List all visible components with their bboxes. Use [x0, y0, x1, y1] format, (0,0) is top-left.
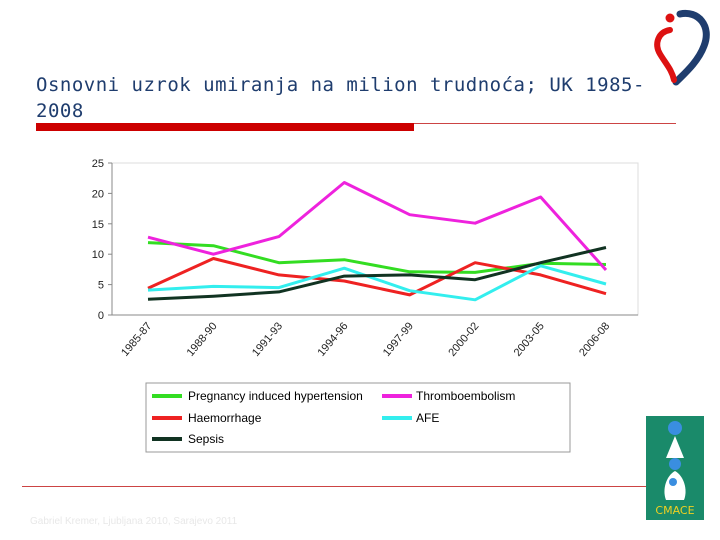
svg-text:CMACE: CMACE	[655, 504, 694, 517]
x-tick-label: 2006-08	[577, 320, 612, 359]
legend-label-series-3: AFE	[416, 411, 439, 425]
plot-area	[111, 162, 639, 316]
y-axis-ticks: 0 5 10 15 20 25	[92, 158, 112, 322]
slide-title: Osnovni uzrok umiranja na milion trudnoć…	[36, 74, 645, 122]
x-tick-label: 1991-93	[250, 320, 285, 359]
legend-label-series-4: Sepsis	[188, 432, 224, 446]
y-tick-label: 10	[92, 249, 104, 261]
legend-label-series-1: Thromboembolism	[416, 389, 515, 403]
x-tick-label: 2000-02	[446, 320, 481, 359]
x-axis-ticks: 1985-87 1988-90 1991-93 1994-96 1997-99 2000-…	[119, 320, 612, 359]
y-tick-label: 20	[92, 188, 104, 200]
cmace-logo-icon: CMACE	[646, 416, 704, 520]
footer-text: Gabriel Kremer, Ljubljana 2010, Sarajevo…	[30, 516, 238, 527]
legend-box	[145, 382, 571, 453]
y-tick-label: 5	[98, 280, 104, 292]
x-tick-label: 1997-99	[381, 320, 416, 359]
x-tick-label: 1994-96	[315, 320, 350, 359]
series-lines	[147, 181, 608, 302]
plot-frame	[111, 162, 639, 316]
x-tick-label: 1988-90	[185, 320, 220, 359]
y-tick-label: 15	[92, 219, 104, 231]
bottom-rule	[22, 486, 676, 487]
legend-label-series-2: Haemorrhage	[188, 411, 262, 425]
legend-label-series-0: Pregnancy induced hypertension	[188, 389, 363, 403]
y-tick-label: 25	[92, 158, 104, 170]
heart-logo-icon	[654, 9, 710, 86]
series-line-3	[147, 264, 607, 302]
x-tick-label: 2003-05	[512, 320, 547, 359]
y-tick-label: 0	[98, 310, 104, 322]
x-tick-label: 1985-87	[119, 320, 154, 359]
legend: Pregnancy induced hypertension Thromboem…	[145, 382, 571, 453]
title-accent-bar	[36, 123, 414, 131]
series-line-4	[147, 246, 607, 301]
series-line-1	[147, 181, 608, 272]
